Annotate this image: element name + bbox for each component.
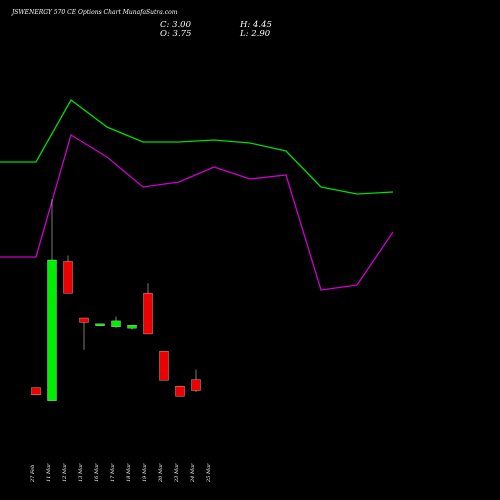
x-tick-label: 12 Mar bbox=[62, 463, 68, 482]
candle bbox=[175, 385, 185, 397]
candle-body bbox=[159, 351, 169, 381]
x-tick-label: 18 Mar bbox=[126, 463, 132, 482]
candle-body bbox=[31, 387, 41, 396]
x-tick-label: 13 Mar bbox=[78, 463, 84, 482]
candle bbox=[47, 199, 57, 401]
x-tick-label: 19 Mar bbox=[142, 463, 148, 482]
candle bbox=[63, 255, 73, 294]
chart-title: JSWENERGY 570 CE Options Chart MunafaSut… bbox=[10, 9, 178, 16]
candle bbox=[111, 316, 121, 329]
candle-body bbox=[63, 261, 73, 294]
indicator-lines bbox=[0, 99, 394, 291]
candle-body bbox=[47, 259, 57, 401]
x-axis-ticks: 27 Feb 11 Mar 12 Mar 13 Mar 16 Mar 17 Mar 18 M… bbox=[30, 463, 212, 483]
candle bbox=[127, 325, 137, 330]
candle-body bbox=[175, 385, 185, 397]
high-value: H: 4.45 bbox=[239, 20, 272, 30]
x-tick-label: 23 Mar bbox=[174, 463, 180, 483]
candle bbox=[159, 351, 169, 381]
x-tick-label: 11 Mar bbox=[46, 463, 52, 482]
low-value: L: 2.90 bbox=[239, 29, 271, 39]
x-tick-label: 27 Feb bbox=[30, 465, 36, 483]
x-tick-label: 20 Mar bbox=[158, 463, 164, 483]
open-value: O: 3.75 bbox=[160, 29, 191, 39]
series-line-1 bbox=[0, 99, 394, 195]
candlesticks bbox=[31, 199, 201, 401]
candle bbox=[31, 387, 41, 396]
candle-body bbox=[191, 379, 201, 391]
candle-body bbox=[111, 320, 121, 327]
x-tick-label: 16 Mar bbox=[94, 463, 100, 482]
candle bbox=[79, 317, 89, 350]
candle bbox=[191, 369, 201, 392]
series-line-2 bbox=[0, 134, 394, 291]
candle-body bbox=[127, 325, 137, 329]
candle-body bbox=[95, 323, 105, 326]
x-tick-label: 24 Mar bbox=[190, 463, 196, 483]
close-value: C: 3.00 bbox=[160, 20, 192, 30]
candle-body bbox=[143, 293, 153, 335]
x-tick-label: 17 Mar bbox=[110, 463, 116, 482]
candle bbox=[143, 283, 153, 335]
x-tick-label: 25 Mar bbox=[206, 463, 212, 483]
candle bbox=[95, 323, 105, 326]
candle-body bbox=[79, 317, 89, 323]
